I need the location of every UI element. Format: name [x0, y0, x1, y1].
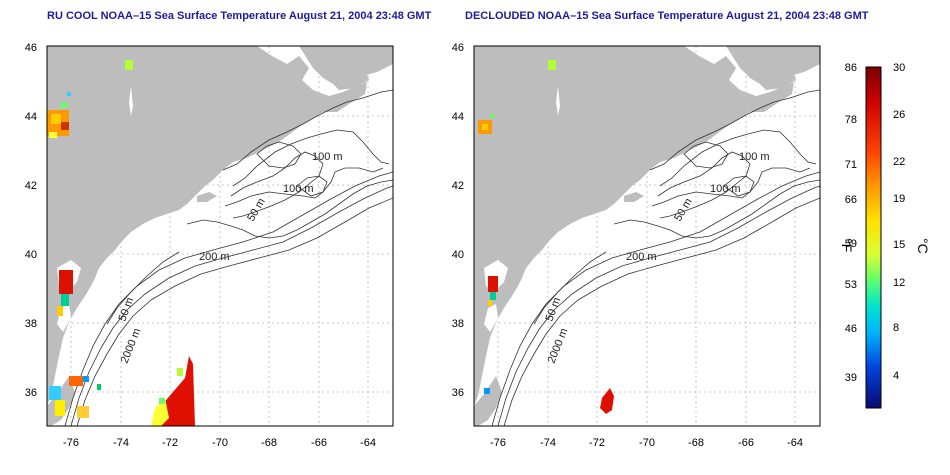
lon-tick-74: -74 — [113, 437, 129, 449]
colorbar: 86 78 71 66 59 53 46 39 30 26 22 19 15 1… — [839, 62, 931, 409]
contour-label-50m-shelf: 50 m — [544, 296, 564, 323]
panel-title-ru-cool: RU COOL NOAA–15 Sea Surface Temperature … — [47, 10, 432, 22]
map-frame-left — [46, 45, 394, 427]
f-tick-53: 53 — [845, 279, 857, 291]
lat-tick-38: 38 — [452, 318, 464, 330]
c-tick-8: 8 — [893, 322, 899, 334]
lat-tick-36: 36 — [452, 387, 464, 399]
lon-tick-64: -64 — [360, 437, 376, 449]
f-tick-46: 46 — [845, 323, 857, 335]
c-tick-12: 12 — [893, 277, 905, 289]
lon-tick-66: -66 — [738, 437, 754, 449]
lon-tick-70: -70 — [212, 437, 228, 449]
f-tick-59: 59 — [845, 238, 857, 250]
lat-tick-46: 46 — [452, 42, 464, 54]
lon-tick-66: -66 — [311, 437, 327, 449]
lat-tick-44: 44 — [25, 111, 37, 123]
f-tick-86: 86 — [845, 62, 857, 74]
f-tick-78: 78 — [845, 114, 857, 126]
lat-tick-42: 42 — [452, 180, 464, 192]
lat-ticks-left: 36 38 40 42 44 46 — [25, 42, 37, 399]
contour-label-2000m: 2000 m — [119, 327, 144, 366]
c-tick-22: 22 — [893, 156, 905, 168]
lat-tick-46: 46 — [25, 42, 37, 54]
lat-tick-38: 38 — [25, 318, 37, 330]
colorbar-gradient — [865, 66, 882, 409]
lon-tick-64: -64 — [787, 437, 803, 449]
map-panel-declouded: 100 m 100 m 50 m 200 m 50 m 2000 m 36 38… — [452, 42, 821, 449]
lon-tick-72: -72 — [589, 437, 605, 449]
lon-ticks-right: -76 -74 -72 -70 -68 -66 -64 — [490, 437, 803, 449]
colorbar-fahrenheit-label: °F — [839, 238, 855, 252]
lon-tick-70: -70 — [639, 437, 655, 449]
contour-label-100m-north: 100 m — [739, 151, 770, 163]
lat-tick-44: 44 — [452, 111, 464, 123]
c-tick-26: 26 — [893, 109, 905, 121]
colorbar-celsius-label: °C — [915, 238, 931, 254]
lon-ticks-left: -76 -74 -72 -70 -68 -66 -64 — [63, 437, 376, 449]
colorbar-fahrenheit-ticks: 86 78 71 66 59 53 46 39 — [845, 62, 857, 384]
lon-tick-74: -74 — [540, 437, 556, 449]
panel-title-declouded: DECLOUDED NOAA–15 Sea Surface Temperatur… — [465, 10, 869, 22]
contour-label-50m-gom: 50 m — [245, 196, 268, 223]
lat-tick-36: 36 — [25, 387, 37, 399]
contour-label-100m-north: 100 m — [312, 151, 343, 163]
f-tick-71: 71 — [845, 159, 857, 171]
c-tick-4: 4 — [893, 370, 899, 382]
colorbar-celsius-ticks: 30 26 22 19 15 12 8 4 — [893, 62, 905, 382]
lat-ticks-right: 36 38 40 42 44 46 — [452, 42, 464, 399]
contour-label-50m-shelf: 50 m — [117, 296, 137, 323]
sst-pixels-right — [478, 60, 614, 414]
c-tick-30: 30 — [893, 62, 905, 74]
map-panel-ru-cool: 100 m 100 m 50 m 200 m 50 m 2000 m 36 38… — [25, 42, 394, 449]
contour-label-100m-gom: 100 m — [710, 183, 741, 195]
c-tick-19: 19 — [893, 193, 905, 205]
f-tick-39: 39 — [845, 372, 857, 384]
sst-pixels-left — [47, 60, 195, 426]
lon-tick-76: -76 — [490, 437, 506, 449]
contour-label-200m: 200 m — [199, 251, 230, 263]
contour-label-2000m: 2000 m — [546, 327, 571, 366]
lat-tick-40: 40 — [25, 249, 37, 261]
contour-label-50m-gom: 50 m — [672, 196, 695, 223]
contour-label-200m: 200 m — [626, 251, 657, 263]
c-tick-15: 15 — [893, 239, 905, 251]
lat-tick-42: 42 — [25, 180, 37, 192]
f-tick-66: 66 — [845, 194, 857, 206]
lon-tick-72: -72 — [162, 437, 178, 449]
lon-tick-76: -76 — [63, 437, 79, 449]
map-frame-right — [473, 45, 821, 427]
lat-tick-40: 40 — [452, 249, 464, 261]
lon-tick-68: -68 — [261, 437, 277, 449]
lon-tick-68: -68 — [688, 437, 704, 449]
contour-label-100m-gom: 100 m — [283, 183, 314, 195]
